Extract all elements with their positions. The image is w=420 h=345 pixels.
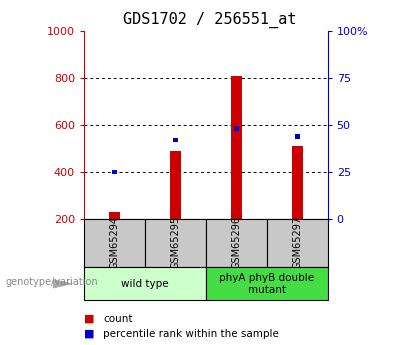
Text: genotype/variation: genotype/variation (5, 277, 98, 287)
Bar (231, 76, 242, 219)
Text: phyA phyB double
mutant: phyA phyB double mutant (219, 273, 314, 295)
Bar (291, 146, 303, 219)
Bar (206, 267, 328, 300)
Bar (173, 138, 178, 142)
Text: GSM65297: GSM65297 (292, 216, 302, 269)
Bar (295, 134, 299, 139)
Text: GSM65294: GSM65294 (110, 216, 119, 269)
Text: wild type: wild type (121, 279, 169, 289)
Bar (84, 267, 206, 300)
Text: count: count (103, 314, 132, 324)
Text: GSM65296: GSM65296 (231, 216, 241, 269)
Bar (267, 219, 328, 267)
Bar (112, 170, 117, 175)
Text: GDS1702 / 256551_at: GDS1702 / 256551_at (123, 12, 297, 28)
Text: GSM65295: GSM65295 (171, 216, 180, 269)
Polygon shape (52, 279, 74, 288)
Bar (234, 127, 239, 131)
Text: ■: ■ (84, 314, 94, 324)
Bar (145, 219, 206, 267)
Bar (109, 212, 120, 219)
Text: ■: ■ (84, 329, 94, 339)
Bar (170, 151, 181, 219)
Bar (84, 219, 145, 267)
Bar (206, 219, 267, 267)
Text: percentile rank within the sample: percentile rank within the sample (103, 329, 279, 339)
